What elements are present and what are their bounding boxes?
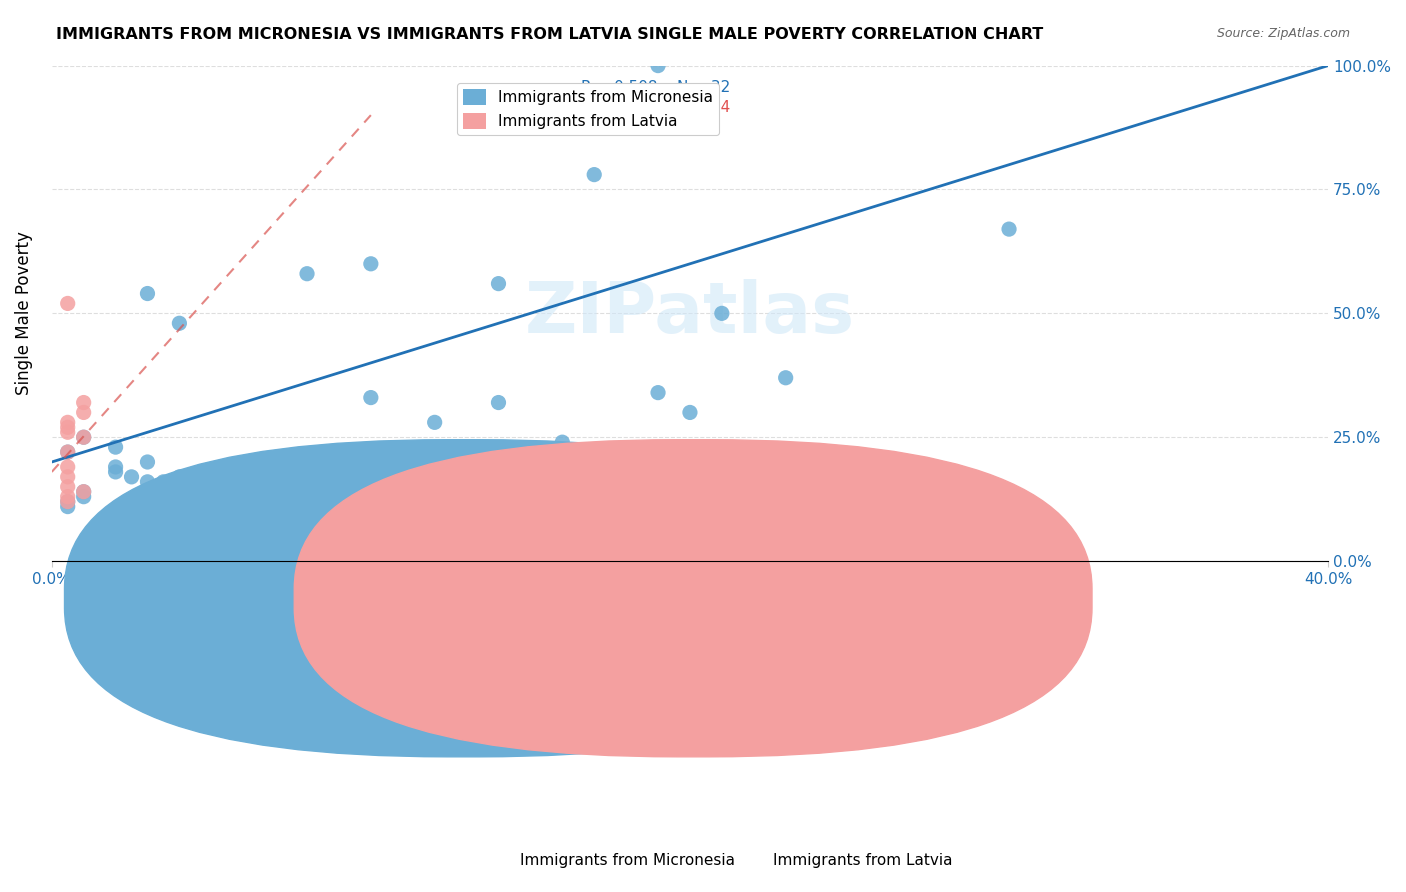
Text: IMMIGRANTS FROM MICRONESIA VS IMMIGRANTS FROM LATVIA SINGLE MALE POVERTY CORRELA: IMMIGRANTS FROM MICRONESIA VS IMMIGRANTS… [56, 27, 1043, 42]
Point [169, 480, 191, 494]
Point [136, 286, 159, 301]
Point [73, 395, 96, 409]
Legend: Immigrants from Micronesia, Immigrants from Latvia: Immigrants from Micronesia, Immigrants f… [457, 83, 718, 135]
Point [966, 534, 988, 549]
Point [104, 465, 127, 479]
Point [169, 316, 191, 330]
Point [998, 222, 1021, 236]
Point [647, 59, 669, 73]
Y-axis label: Single Male Poverty: Single Male Poverty [15, 231, 32, 395]
Point [73, 484, 96, 499]
Point [56, 494, 79, 508]
Point [56, 494, 79, 508]
Point [73, 430, 96, 444]
Text: Immigrants from Latvia: Immigrants from Latvia [773, 854, 953, 868]
Point [423, 415, 446, 429]
FancyBboxPatch shape [65, 440, 862, 756]
Point [56, 459, 79, 474]
Text: ZIPatlas: ZIPatlas [524, 279, 855, 348]
Point [360, 257, 382, 271]
Point [56, 470, 79, 484]
Point [121, 470, 143, 484]
Point [73, 484, 96, 499]
Point [56, 445, 79, 459]
Point [73, 405, 96, 419]
Point [56, 500, 79, 514]
Point [56, 296, 79, 310]
Point [56, 425, 79, 440]
Text: R = 0.384    N = 14: R = 0.384 N = 14 [582, 100, 731, 115]
Point [152, 475, 174, 489]
Point [647, 385, 669, 400]
Text: R = 0.508    N = 32: R = 0.508 N = 32 [582, 80, 731, 95]
Point [104, 440, 127, 454]
Point [488, 395, 510, 409]
Point [583, 168, 606, 182]
Point [775, 371, 797, 385]
Point [73, 430, 96, 444]
Point [679, 405, 702, 419]
Point [56, 415, 79, 429]
Text: Immigrants from Micronesia: Immigrants from Micronesia [520, 854, 735, 868]
Point [169, 470, 191, 484]
Point [56, 480, 79, 494]
Point [56, 490, 79, 504]
Point [104, 459, 127, 474]
Point [710, 306, 733, 320]
Point [295, 267, 318, 281]
FancyBboxPatch shape [294, 440, 1092, 756]
Text: Source: ZipAtlas.com: Source: ZipAtlas.com [1216, 27, 1350, 40]
Point [73, 490, 96, 504]
Point [488, 277, 510, 291]
Point [136, 455, 159, 469]
Point [360, 391, 382, 405]
Point [551, 435, 574, 450]
Point [56, 420, 79, 434]
Point [136, 475, 159, 489]
Point [56, 445, 79, 459]
